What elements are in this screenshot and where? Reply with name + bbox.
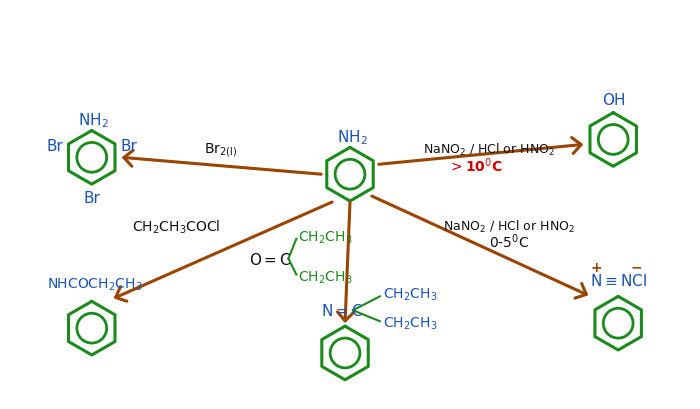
Text: $\mathrm{NaNO_2}$ / HCl or $\mathrm{HNO_2}$: $\mathrm{NaNO_2}$ / HCl or $\mathrm{HNO_… [443,218,575,234]
Text: $\mathrm{NH_2}$: $\mathrm{NH_2}$ [78,111,109,130]
Text: −: − [630,260,642,274]
Text: $\mathrm{NaNO_2}$ / HCl or $\mathrm{HNO_2}$: $\mathrm{NaNO_2}$ / HCl or $\mathrm{HNO_… [423,142,555,158]
Text: $\mathrm{CH_2CH_3}$: $\mathrm{CH_2CH_3}$ [298,229,353,245]
Text: $\mathrm{NHCOCH_2CH_3}$: $\mathrm{NHCOCH_2CH_3}$ [47,276,142,292]
Text: +: + [591,260,602,274]
Text: $\mathrm{CH_2CH_3}$: $\mathrm{CH_2CH_3}$ [298,269,353,285]
Text: $\mathrm{O{=}C}$: $\mathrm{O{=}C}$ [248,251,291,267]
Text: $\mathrm{CH_2CH_3}$: $\mathrm{CH_2CH_3}$ [383,315,438,332]
Text: 0-5$^0$C: 0-5$^0$C [489,232,529,250]
Text: $\mathrm{Br_{2(l)}}$: $\mathrm{Br_{2(l)}}$ [204,141,237,159]
Text: Br: Br [83,190,100,205]
Text: $\mathrm{CH_2CH_3}$: $\mathrm{CH_2CH_3}$ [383,285,438,302]
Text: $\mathrm{NH_2}$: $\mathrm{NH_2}$ [337,128,368,146]
Text: $\mathrm{N{=}C}$: $\mathrm{N{=}C}$ [321,303,363,319]
Text: $\mathrm{CH_2CH_3COCl}$: $\mathrm{CH_2CH_3COCl}$ [132,218,220,235]
Text: Br: Br [47,139,64,153]
Text: OH: OH [603,93,626,108]
Text: $\mathrm{N{\equiv}NCl}$: $\mathrm{N{\equiv}NCl}$ [590,273,648,289]
Text: Br: Br [120,139,137,153]
Text: $>$10$^0$C: $>$10$^0$C [448,155,503,174]
